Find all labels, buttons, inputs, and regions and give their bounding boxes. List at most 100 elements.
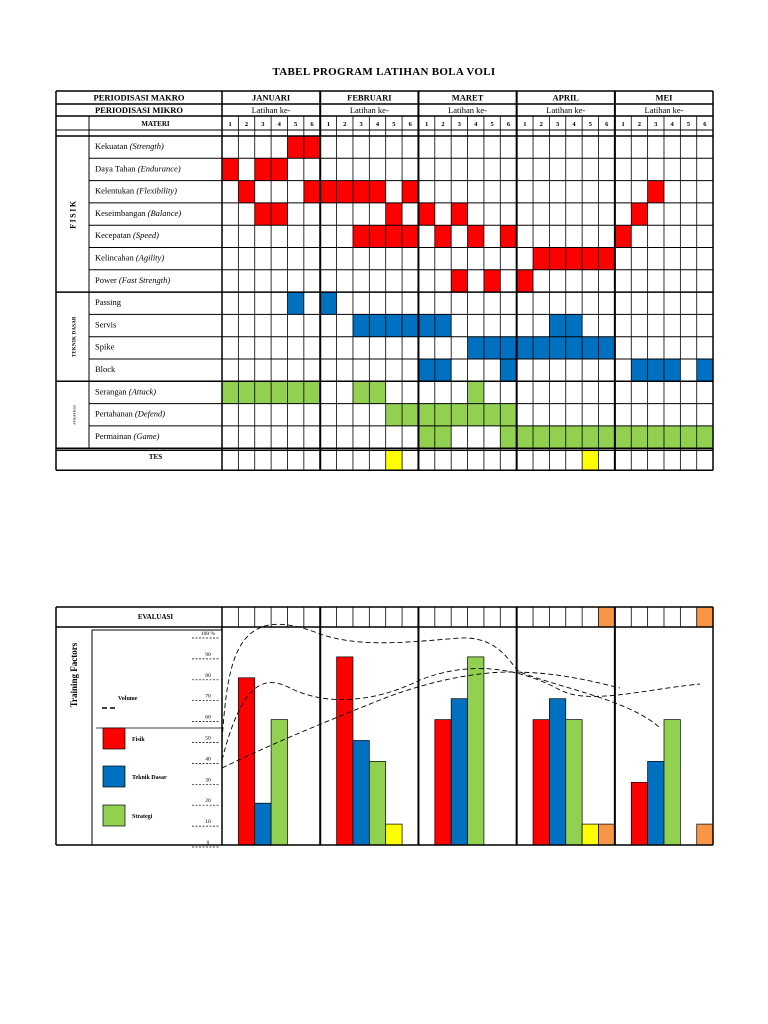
schedule-cell-filled (500, 403, 517, 426)
legend-label: Teknik Dasar (132, 775, 167, 781)
schedule-cell-filled (369, 225, 386, 248)
week-number: 6 (703, 121, 707, 128)
exercise-label: Block (95, 364, 116, 374)
week-number: 5 (392, 121, 396, 128)
schedule-cell-filled (418, 314, 435, 337)
bar-fisik (630, 781, 648, 846)
y-tick-label: 10 (205, 819, 211, 825)
schedule-cell-filled (222, 381, 239, 404)
bar-fisik (336, 656, 354, 846)
week-number: 4 (474, 121, 478, 128)
bar-evaluasi (696, 823, 714, 846)
schedule-cell-filled (696, 425, 714, 449)
schedule-cell-filled (254, 202, 272, 226)
schedule-cell-filled (352, 225, 370, 248)
week-number: 4 (376, 121, 380, 128)
week-number: 2 (441, 121, 444, 128)
schedule-cell-filled (402, 225, 419, 248)
month-header: JANUARI (252, 93, 291, 103)
latihan-label: Latihan ke- (350, 105, 389, 115)
schedule-cell-filled (549, 247, 566, 270)
exercise-label: Servis (95, 319, 116, 329)
schedule-cell-filled (467, 225, 484, 248)
schedule-cell-filled (385, 225, 403, 248)
schedule-cell-filled (483, 403, 501, 426)
schedule-cell-filled (451, 403, 468, 426)
schedule-cell-filled (222, 158, 239, 181)
schedule-cell-filled (549, 336, 566, 359)
week-number: 1 (621, 121, 624, 128)
schedule-cell-filled (352, 180, 370, 203)
schedule-cell-filled (663, 359, 681, 382)
schedule-cell-filled (320, 292, 337, 315)
exercise-label: Spike (95, 342, 115, 352)
bar-teknik-dasar (254, 802, 272, 846)
schedule-cell-filled (451, 202, 468, 226)
schedule-cell-filled (565, 247, 583, 270)
bar-teknik-dasar (549, 698, 567, 846)
materi-label: MATERI (141, 120, 170, 128)
week-number: 6 (605, 121, 609, 128)
schedule-cell-filled (369, 381, 386, 404)
schedule-cell-filled (631, 425, 648, 449)
week-number: 3 (654, 121, 658, 128)
schedule-cell-filled (614, 225, 632, 248)
bar-evaluasi (598, 823, 616, 846)
week-number: 5 (294, 121, 298, 128)
y-tick-label: 90 (205, 652, 211, 658)
schedule-cell-filled (467, 336, 484, 359)
schedule-cell-filled (565, 425, 583, 449)
schedule-cell-filled (352, 381, 370, 404)
schedule-cell-filled (533, 336, 550, 359)
y-tick-label: 50 (205, 736, 211, 742)
schedule-cell-filled (500, 359, 517, 382)
test-cell-filled (582, 450, 599, 471)
schedule-cell-filled (418, 202, 435, 226)
schedule-cell-filled (500, 225, 517, 248)
schedule-cell-filled (418, 403, 435, 426)
schedule-cell-filled (614, 425, 632, 449)
bar-strategi (368, 761, 387, 846)
bar-strategi (270, 719, 288, 846)
bar-strategi (467, 656, 485, 846)
y-tick-label: 100 % (201, 631, 216, 637)
legend-label: Fisik (132, 737, 145, 743)
bar-teknik-dasar (352, 740, 370, 846)
month-header: MARET (452, 93, 484, 103)
week-number: 4 (278, 121, 282, 128)
schedule-cell-filled (663, 425, 681, 449)
latihan-label: Latihan ke- (448, 105, 487, 115)
macro-period-label: PERIODISASI MAKRO (94, 93, 185, 103)
bar-strategi (663, 719, 681, 846)
week-number: 1 (523, 121, 526, 128)
bar-tes (385, 823, 403, 846)
week-number: 2 (245, 121, 248, 128)
bar-teknik-dasar (450, 698, 468, 846)
week-number: 1 (327, 121, 330, 128)
schedule-cell-filled (434, 403, 452, 426)
bar-fisik (238, 677, 256, 846)
week-number: 3 (556, 121, 560, 128)
schedule-cell-filled (549, 425, 566, 449)
schedule-cell-filled (385, 314, 403, 337)
schedule-cell-filled (303, 180, 321, 203)
y-tick-label: 0 (207, 840, 210, 846)
schedule-cell-filled (647, 425, 664, 449)
test-cell-filled (385, 450, 403, 471)
schedule-cell-filled (254, 158, 272, 181)
week-number: 1 (229, 121, 232, 128)
volume-line (221, 671, 621, 769)
schedule-cell-filled (418, 425, 435, 449)
schedule-cell-filled (287, 292, 304, 315)
schedule-cell-filled (434, 359, 452, 382)
evaluation-cell-filled (696, 607, 714, 627)
y-tick-label: 20 (205, 798, 211, 804)
chart-title: Training Factors (69, 642, 79, 707)
schedule-cell-filled (500, 336, 517, 359)
schedule-cell-filled (434, 314, 452, 337)
week-number: 3 (360, 121, 364, 128)
schedule-cell-filled (336, 180, 353, 203)
latihan-label: Latihan ke- (252, 105, 291, 115)
exercise-label: Serangan (Attack) (95, 386, 156, 396)
